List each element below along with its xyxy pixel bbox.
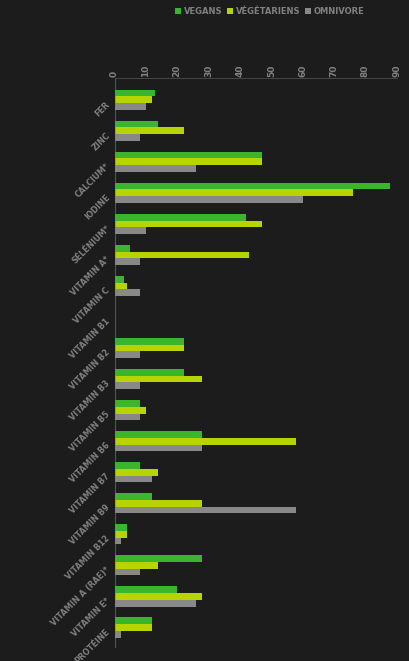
Bar bbox=[115, 276, 124, 282]
Bar bbox=[115, 568, 139, 576]
Bar bbox=[115, 624, 152, 631]
Bar bbox=[115, 400, 139, 407]
Bar bbox=[115, 383, 139, 389]
Bar bbox=[115, 414, 139, 420]
Bar bbox=[115, 562, 158, 568]
Bar bbox=[115, 369, 184, 375]
Bar bbox=[115, 375, 202, 383]
Bar bbox=[115, 537, 121, 545]
Bar bbox=[115, 282, 127, 290]
Bar bbox=[115, 407, 146, 414]
Bar bbox=[115, 555, 202, 562]
Bar bbox=[115, 344, 184, 352]
Bar bbox=[115, 506, 297, 514]
Bar bbox=[115, 500, 202, 506]
Bar bbox=[115, 617, 152, 624]
Bar bbox=[115, 531, 127, 537]
Bar bbox=[115, 493, 152, 500]
Bar bbox=[115, 593, 202, 600]
Bar bbox=[115, 151, 262, 159]
Bar bbox=[115, 120, 158, 128]
Bar bbox=[115, 196, 303, 203]
Bar bbox=[115, 227, 146, 234]
Bar bbox=[115, 462, 139, 469]
Bar bbox=[115, 103, 146, 110]
Bar bbox=[115, 165, 196, 172]
Bar bbox=[115, 352, 139, 358]
Bar bbox=[115, 252, 249, 258]
Bar bbox=[115, 89, 155, 97]
Bar bbox=[115, 245, 130, 252]
Bar bbox=[115, 290, 139, 296]
Bar bbox=[115, 214, 246, 221]
Bar bbox=[115, 438, 297, 445]
Bar bbox=[115, 338, 184, 344]
Bar bbox=[115, 524, 127, 531]
Bar bbox=[115, 159, 262, 165]
Bar bbox=[115, 475, 152, 483]
Bar bbox=[115, 586, 177, 593]
Bar bbox=[115, 258, 139, 265]
Bar bbox=[115, 128, 184, 134]
Bar bbox=[115, 445, 202, 451]
Bar bbox=[115, 431, 202, 438]
Bar bbox=[115, 182, 391, 190]
Legend: VEGANS, VÉGÉTARIENS, OMNIVORE: VEGANS, VÉGÉTARIENS, OMNIVORE bbox=[172, 4, 367, 20]
Bar bbox=[115, 190, 353, 196]
Bar bbox=[115, 134, 139, 141]
Bar bbox=[115, 97, 152, 103]
Bar bbox=[115, 469, 158, 475]
Bar bbox=[115, 631, 121, 638]
Bar bbox=[115, 221, 262, 227]
Bar bbox=[115, 600, 196, 607]
